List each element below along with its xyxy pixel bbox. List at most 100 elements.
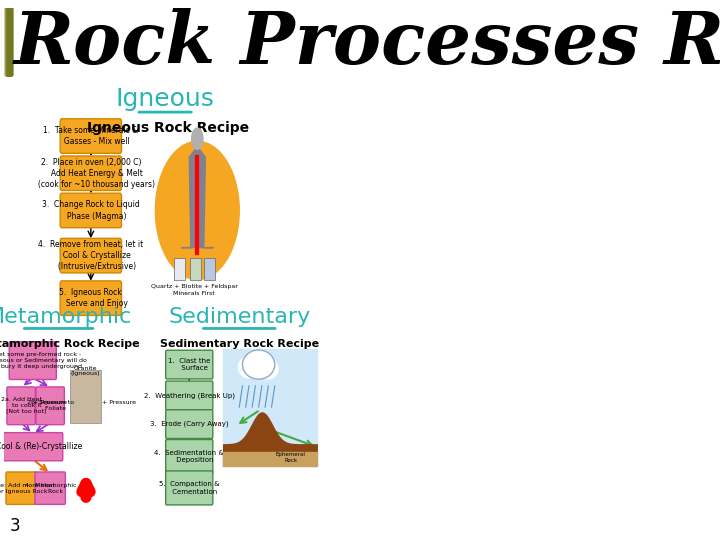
- Bar: [7, 9, 11, 75]
- Bar: [4, 9, 9, 75]
- Bar: [6, 9, 10, 75]
- Bar: [6, 9, 9, 75]
- FancyBboxPatch shape: [204, 258, 215, 280]
- Text: Quartz + Biotite + Feldspar: Quartz + Biotite + Feldspar: [150, 284, 238, 289]
- Bar: [4, 9, 8, 75]
- Text: 1.  Take some Minerals &
     Gasses - Mix well: 1. Take some Minerals & Gasses - Mix wel…: [43, 126, 138, 146]
- Bar: [6, 9, 9, 75]
- Bar: [5, 9, 9, 75]
- Bar: [7, 9, 11, 75]
- Bar: [5, 9, 9, 75]
- Bar: [7, 9, 12, 75]
- FancyBboxPatch shape: [166, 410, 213, 438]
- FancyBboxPatch shape: [35, 472, 66, 504]
- Text: 3.  Erode (Carry Away): 3. Erode (Carry Away): [150, 421, 228, 427]
- Bar: [6, 9, 10, 75]
- Text: 2b. Squeeze to
     Foliate: 2b. Squeeze to Foliate: [27, 400, 74, 411]
- Bar: [4, 9, 9, 75]
- Bar: [6, 9, 11, 75]
- FancyBboxPatch shape: [0, 433, 63, 461]
- Bar: [6, 9, 11, 75]
- Bar: [4, 9, 9, 75]
- FancyBboxPatch shape: [36, 387, 64, 424]
- Bar: [7, 9, 11, 75]
- Text: 2a. Add Heat
     to cook it
     (Not too hot): 2a. Add Heat to cook it (Not too hot): [0, 397, 47, 414]
- Bar: [4, 9, 9, 75]
- Bar: [5, 9, 9, 75]
- Bar: [7, 9, 12, 75]
- Bar: [5, 9, 9, 75]
- Ellipse shape: [243, 350, 275, 379]
- FancyBboxPatch shape: [7, 387, 35, 424]
- Text: Granite
(Igneous): Granite (Igneous): [71, 366, 100, 376]
- Ellipse shape: [238, 356, 259, 378]
- Bar: [6, 9, 10, 75]
- Bar: [4, 9, 8, 75]
- Bar: [5, 9, 9, 75]
- Bar: [6, 9, 10, 75]
- Bar: [5, 9, 9, 75]
- Bar: [6, 9, 10, 75]
- Bar: [6, 9, 9, 75]
- Text: + Pressure: + Pressure: [102, 400, 136, 406]
- FancyBboxPatch shape: [60, 281, 122, 315]
- Bar: [4, 9, 8, 75]
- Bar: [6, 9, 10, 75]
- Text: Igneous: Igneous: [116, 87, 215, 111]
- Bar: [6, 9, 10, 75]
- Polygon shape: [181, 147, 213, 248]
- Bar: [7, 9, 11, 75]
- Bar: [4, 9, 9, 75]
- Text: 1.  Clast the
     Surface: 1. Clast the Surface: [168, 358, 210, 372]
- Bar: [4, 9, 8, 75]
- Text: 2.  Place in oven (2,000 C)
     Add Heat Energy & Melt
     (cook for ~10 thous: 2. Place in oven (2,000 C) Add Heat Ener…: [27, 158, 156, 189]
- FancyBboxPatch shape: [60, 238, 122, 273]
- Text: 3: 3: [10, 517, 21, 535]
- Bar: [6, 9, 10, 75]
- Bar: [223, 349, 317, 465]
- Bar: [5, 9, 9, 75]
- Bar: [6, 9, 11, 75]
- Bar: [6, 9, 9, 75]
- Ellipse shape: [258, 359, 278, 379]
- Bar: [7, 9, 12, 75]
- Text: Ephemeral
Rock: Ephemeral Rock: [276, 452, 306, 463]
- Text: 3.  Cool & (Re)-Crystallize: 3. Cool & (Re)-Crystallize: [0, 442, 82, 451]
- Bar: [6, 9, 10, 75]
- FancyBboxPatch shape: [60, 193, 122, 228]
- Bar: [6, 9, 9, 75]
- Bar: [6, 9, 10, 75]
- Text: 3.  Change Rock to Liquid
     Phase (Magma): 3. Change Rock to Liquid Phase (Magma): [42, 200, 140, 220]
- Bar: [8, 9, 12, 75]
- Bar: [5, 9, 9, 75]
- Bar: [6, 9, 10, 75]
- Text: + Pressure: + Pressure: [33, 400, 67, 406]
- FancyBboxPatch shape: [166, 350, 213, 379]
- Text: Minerals First: Minerals First: [174, 291, 215, 296]
- Bar: [4, 9, 8, 75]
- Text: 4.  Sedimentation &
     Deposition: 4. Sedimentation & Deposition: [154, 450, 224, 463]
- Text: Sedimentary Rock Recipe: Sedimentary Rock Recipe: [160, 340, 319, 349]
- FancyBboxPatch shape: [9, 342, 56, 380]
- Bar: [4, 9, 8, 75]
- Text: Igneous Rock Recipe: Igneous Rock Recipe: [87, 121, 249, 135]
- Bar: [6, 9, 10, 75]
- Bar: [4, 9, 9, 75]
- Bar: [5, 9, 9, 75]
- Bar: [4, 9, 8, 75]
- Bar: [7, 9, 12, 75]
- Text: 1.  Get some pre-formed rock -
     Igneous or Sedimentary will do
     & bury i: 1. Get some pre-formed rock - Igneous or…: [0, 352, 86, 369]
- Bar: [7, 9, 12, 75]
- Text: Note: Add more heat
for Igneous Rock: Note: Add more heat for Igneous Rock: [0, 483, 55, 494]
- FancyBboxPatch shape: [166, 471, 213, 505]
- Bar: [4, 9, 8, 75]
- Bar: [5, 9, 9, 75]
- Bar: [5, 9, 9, 75]
- Bar: [8, 9, 12, 75]
- Bar: [4, 9, 8, 75]
- Bar: [4, 9, 9, 75]
- Bar: [4, 9, 8, 75]
- Bar: [6, 9, 11, 75]
- FancyBboxPatch shape: [174, 258, 185, 280]
- Bar: [7, 9, 11, 75]
